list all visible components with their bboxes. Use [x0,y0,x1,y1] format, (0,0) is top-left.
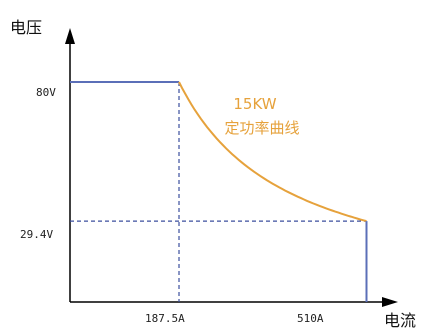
y-axis-title: 电压 [10,18,42,37]
chart-marks [70,81,368,302]
x-axis-title: 电流 [384,311,416,330]
y-axis-arrow [65,28,75,44]
y-tick-29-4v: 29.4V [20,228,53,241]
constant-power-curve [178,81,367,223]
annotation-curve-label: 定功率曲线 [224,119,299,137]
x-axis-arrow [382,297,398,307]
x-tick-187-5a: 187.5A [145,312,185,325]
annotation-power: 15KW [233,95,276,113]
y-tick-80v: 80V [36,86,56,99]
x-tick-510a: 510A [297,312,324,325]
